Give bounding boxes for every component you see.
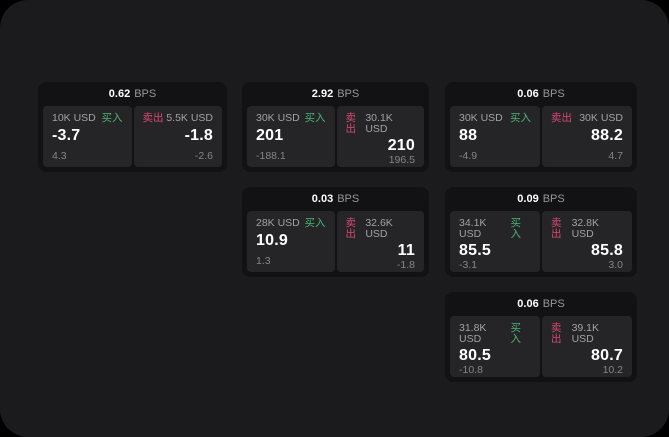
quote-panels: 30K USD 买入 88 -4.9 卖出 30K USD 88.2 4.7	[445, 106, 637, 172]
buy-price: 201	[256, 126, 284, 144]
buy-price: 80.5	[459, 347, 491, 364]
buy-price: -3.7	[52, 126, 81, 144]
bps-header: 0.03 BPS	[242, 187, 429, 211]
quote-card: 0.09 BPS 34.1K USD 买入 85.5 -3.1 卖出 32.8K…	[445, 187, 637, 277]
sell-price: -1.8	[184, 126, 213, 144]
buy-label: 买入	[304, 112, 326, 124]
bps-unit: BPS	[337, 87, 360, 100]
buy-panel[interactable]: 28K USD 买入 10.9 1.3	[247, 211, 335, 272]
buy-panel[interactable]: 30K USD 买入 88 -4.9	[450, 106, 540, 167]
sell-panel[interactable]: 卖出 32.6K USD 11 -1.8	[336, 211, 424, 272]
sell-amount: 5.5K USD	[166, 112, 213, 124]
bps-header: 0.62 BPS	[38, 82, 227, 106]
buy-change: 4.3	[52, 149, 67, 162]
buy-price: 88	[459, 126, 478, 144]
sell-panel[interactable]: 卖出 32.8K USD 85.8 3.0	[542, 211, 632, 272]
bps-value: 0.03	[311, 192, 334, 205]
sell-label: 卖出	[551, 112, 572, 124]
bps-unit: BPS	[134, 87, 157, 100]
quote-card: 2.92 BPS 30K USD 买入 201 -188.1 卖出 30.1K …	[242, 82, 429, 172]
buy-panel[interactable]: 10K USD 买入 -3.7 4.3	[43, 106, 132, 167]
sell-panel[interactable]: 卖出 5.5K USD -1.8 -2.6	[133, 106, 222, 167]
sell-change: -1.8	[396, 258, 415, 271]
sell-label: 卖出	[345, 112, 357, 135]
sell-amount: 30.1K USD	[365, 112, 393, 135]
quote-card: 0.06 BPS 31.8K USD 买入 80.5 -10.8 卖出 39.1…	[445, 292, 637, 382]
sell-label: 卖出	[142, 112, 164, 124]
buy-label: 买入	[510, 217, 521, 240]
sell-panel[interactable]: 卖出 30.1K USD 210 196.5	[336, 106, 424, 167]
sell-label: 卖出	[551, 322, 562, 345]
buy-change: -3.1	[459, 258, 478, 271]
quote-panels: 10K USD 买入 -3.7 4.3 卖出 5.5K USD -1.8 -2.…	[38, 106, 227, 172]
quote-panels: 31.8K USD 买入 80.5 -10.8 卖出 39.1K USD 80.…	[445, 316, 637, 382]
bps-value: 0.09	[517, 192, 539, 205]
sell-price: 11	[397, 242, 415, 259]
sell-change: 10.2	[602, 363, 623, 376]
quote-panels: 28K USD 买入 10.9 1.3 卖出 32.6K USD 11 -1.8	[242, 211, 429, 277]
buy-amount: 34.1K USD	[459, 217, 487, 240]
buy-change: 1.3	[256, 254, 271, 267]
buy-label: 买入	[510, 112, 531, 124]
buy-change: -10.8	[459, 363, 483, 376]
buy-change: -4.9	[459, 149, 478, 162]
quote-panels: 34.1K USD 买入 85.5 -3.1 卖出 32.8K USD 85.8…	[445, 211, 637, 277]
sell-amount: 32.6K USD	[365, 217, 393, 240]
sell-label: 卖出	[345, 217, 357, 240]
sell-price: 210	[387, 137, 415, 154]
buy-label: 买入	[101, 112, 123, 124]
buy-price: 10.9	[256, 231, 288, 249]
sell-price: 88.2	[591, 126, 623, 144]
buy-amount: 30K USD	[256, 112, 300, 124]
bps-unit: BPS	[542, 297, 565, 310]
sell-change: 4.7	[608, 149, 623, 162]
sell-change: 196.5	[388, 153, 415, 166]
buy-amount: 28K USD	[256, 217, 300, 229]
buy-panel[interactable]: 31.8K USD 买入 80.5 -10.8	[450, 316, 540, 377]
sell-amount: 30K USD	[579, 112, 623, 124]
sell-amount: 32.8K USD	[571, 217, 600, 240]
sell-price: 80.7	[591, 347, 623, 364]
buy-panel[interactable]: 34.1K USD 买入 85.5 -3.1	[450, 211, 540, 272]
bps-header: 0.06 BPS	[445, 82, 637, 106]
quote-card: 0.06 BPS 30K USD 买入 88 -4.9 卖出 30K USD 8…	[445, 82, 637, 172]
bps-header: 0.09 BPS	[445, 187, 637, 211]
sell-change: -2.6	[194, 149, 213, 162]
sell-amount: 39.1K USD	[571, 322, 600, 345]
bps-unit: BPS	[542, 87, 565, 100]
buy-panel[interactable]: 30K USD 买入 201 -188.1	[247, 106, 335, 167]
quote-card: 0.62 BPS 10K USD 买入 -3.7 4.3 卖出 5.5K USD…	[38, 82, 227, 172]
sell-price: 85.8	[591, 242, 623, 259]
buy-amount: 31.8K USD	[459, 322, 487, 345]
sell-label: 卖出	[551, 217, 562, 240]
buy-amount: 10K USD	[52, 112, 96, 124]
quote-panels: 30K USD 买入 201 -188.1 卖出 30.1K USD 210 1…	[242, 106, 429, 172]
bps-unit: BPS	[542, 192, 565, 205]
quote-card: 0.03 BPS 28K USD 买入 10.9 1.3 卖出 32.6K US…	[242, 187, 429, 277]
bps-value: 0.06	[517, 87, 539, 100]
buy-price: 85.5	[459, 242, 491, 259]
bps-value: 2.92	[311, 87, 334, 100]
sell-change: 3.0	[608, 258, 623, 271]
bps-header: 2.92 BPS	[242, 82, 429, 106]
bps-value: 0.06	[517, 297, 539, 310]
sell-panel[interactable]: 卖出 39.1K USD 80.7 10.2	[542, 316, 632, 377]
bps-unit: BPS	[337, 192, 360, 205]
bps-header: 0.06 BPS	[445, 292, 637, 316]
bps-value: 0.62	[108, 87, 131, 100]
buy-amount: 30K USD	[459, 112, 503, 124]
buy-change: -188.1	[256, 149, 286, 162]
sell-panel[interactable]: 卖出 30K USD 88.2 4.7	[542, 106, 632, 167]
buy-label: 买入	[304, 217, 326, 229]
buy-label: 买入	[510, 322, 521, 345]
